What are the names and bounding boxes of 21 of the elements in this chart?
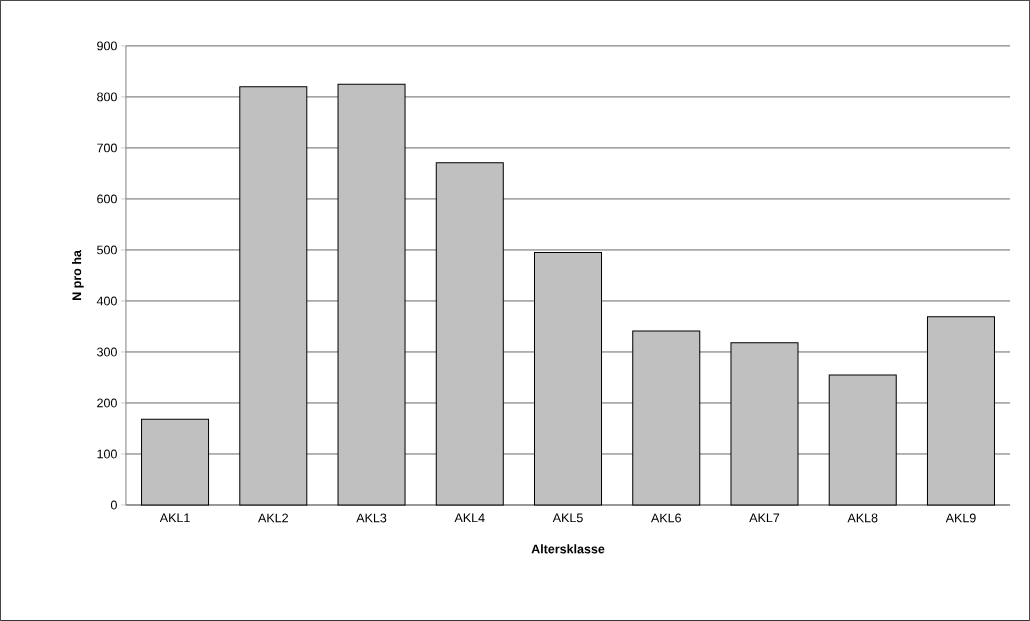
y-tick-label: 500: [97, 245, 117, 255]
y-tick-label: 900: [97, 41, 117, 51]
x-tick-label: AKL6: [650, 513, 681, 523]
x-tick-label: AKL9: [945, 513, 976, 523]
x-tick-label: AKL4: [454, 513, 485, 523]
y-tick-label: 800: [97, 92, 117, 102]
y-tick-label: 300: [97, 347, 117, 357]
y-tick-label: 200: [97, 398, 117, 408]
x-tick-label: AKL5: [552, 513, 583, 523]
y-axis-title: N pro ha: [72, 250, 84, 301]
y-tick-label: 100: [97, 449, 117, 459]
y-tick-label: 400: [96, 296, 117, 306]
x-tick-label: AKL8: [847, 513, 878, 523]
x-tick-label: AKL2: [258, 513, 288, 523]
y-tick-label: 600: [97, 194, 117, 204]
x-tick-label: AKL7: [749, 513, 780, 523]
y-tick-label: 0: [110, 500, 117, 510]
x-axis-title: Altersklasse: [531, 544, 605, 554]
x-tick-label: AKL1: [159, 513, 190, 523]
x-tick-label: AKL3: [356, 513, 387, 523]
y-tick-label: 700: [97, 143, 117, 153]
